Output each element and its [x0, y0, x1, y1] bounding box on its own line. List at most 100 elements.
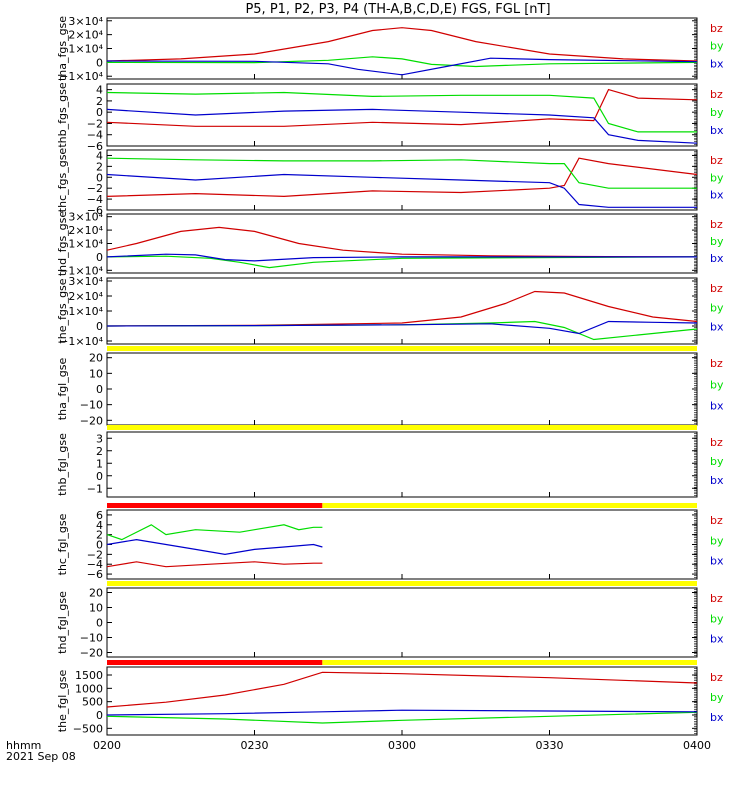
y-tick-label: 1500 [75, 669, 103, 682]
y-tick-label: −1×10⁴ [59, 335, 103, 348]
y-tick-label: 2×10⁴ [68, 29, 103, 42]
y-tick-label: −2 [87, 182, 103, 195]
y-tick-label: 0 [96, 617, 103, 630]
time-axis: 0200 0230 0300 0330 0400 [93, 739, 711, 752]
panel-frame [106, 352, 698, 426]
panel-frame [106, 213, 698, 274]
series-bx [106, 538, 323, 556]
legend-bz: bz [710, 154, 723, 167]
series-bz [106, 290, 698, 327]
panel-frame [106, 431, 698, 498]
y-tick-label: 1 [96, 457, 103, 470]
series-bz [106, 226, 698, 258]
y-tick-label: 2 [96, 445, 103, 458]
y-tick-label: 2 [96, 529, 103, 542]
x-tick-label: 0330 [536, 739, 564, 752]
y-axis-label: thc_fgs_gse [56, 148, 69, 213]
y-tick-label: 2×10⁴ [68, 290, 103, 303]
legend-bz: bz [710, 357, 723, 370]
legend-bz: bz [710, 282, 723, 295]
y-tick-label: 0 [96, 171, 103, 184]
legend-bx: bx [710, 57, 724, 70]
legend-bx: bx [710, 321, 724, 334]
panel-thb_fgs_gse: 420−2−4−6 thb_fgs_gse bz by bx [56, 82, 724, 153]
y-tick-label: −6 [87, 568, 103, 581]
time-axis-label: hhmm [6, 739, 41, 752]
panel-tha_fgl_gse: 20 10 0 −10 −20 tha_fgl_gse bz by bx [56, 346, 724, 427]
y-tick-label: −1×10⁴ [59, 264, 103, 277]
legend-bx: bx [710, 124, 724, 137]
x-tick-label: 0230 [241, 739, 269, 752]
legend-by: by [710, 171, 724, 184]
y-tick-label: −2 [87, 117, 103, 130]
y-tick-label: 1×10⁴ [68, 43, 103, 56]
legend-by: by [710, 235, 724, 248]
series-bz [106, 671, 698, 708]
legend-by: by [710, 691, 724, 704]
plot-title: P5, P1, P2, P3, P4 (TH-A,B,C,D,E) FGS, F… [245, 2, 550, 17]
panel-thd_fgl_gse: 20 10 0 −10 −20 thd_fgl_gse bz by bx [56, 581, 724, 660]
y-axis-label: tha_fgs_gse [56, 16, 69, 81]
status-bar-yellow [107, 581, 697, 586]
y-axis-label: the_fgl_gse [56, 670, 69, 733]
series-by [106, 157, 697, 189]
y-tick-label: 4 [96, 519, 103, 532]
y-tick-label: 6 [96, 509, 103, 522]
y-tick-label: 2 [96, 95, 103, 108]
y-tick-label: −6 [87, 140, 103, 153]
y-axis-label: thc_fgl_gse [56, 513, 69, 575]
status-bar-red [107, 660, 323, 665]
legend-by: by [710, 378, 724, 391]
y-axis-label: thb_fgs_gse [56, 82, 69, 148]
y-axis-label: the_fgs_gse [56, 278, 69, 343]
y-tick-label: −6 [87, 204, 103, 217]
legend-bz: bz [710, 88, 723, 101]
status-bar-yellow [322, 660, 697, 665]
legend-bx: bx [710, 189, 724, 202]
series-by [106, 91, 697, 133]
panel-thc_fgs_gse: 420−2−4−6 thc_fgs_gse bz by bx [56, 148, 724, 217]
series-bx [106, 108, 698, 144]
y-tick-label: −4 [87, 193, 103, 206]
y-tick-label: 10 [89, 602, 103, 615]
series-bz [106, 561, 323, 568]
panel-frame [106, 587, 698, 658]
legend-bx: bx [710, 252, 724, 265]
y-axis-label: thd_fgl_gse [56, 591, 69, 654]
panel-frame [106, 666, 698, 736]
date-label: 2021 Sep 08 [6, 750, 76, 763]
legend-by: by [710, 534, 724, 547]
legend-by: by [710, 40, 724, 53]
legend-bx: bx [710, 400, 724, 413]
series-bx [106, 173, 697, 208]
x-tick-label: 0400 [683, 739, 711, 752]
series-by [106, 255, 698, 269]
y-tick-label: 0 [96, 470, 103, 483]
legend-bz: bz [710, 436, 723, 449]
y-tick-label: −1 [87, 482, 103, 495]
y-tick-label: 0 [96, 251, 103, 264]
y-tick-label: 1000 [75, 682, 103, 695]
y-tick-label: 1×10⁴ [68, 238, 103, 251]
y-tick-label: −20 [80, 647, 103, 660]
legend-bx: bx [710, 711, 724, 724]
y-tick-label: 10 [89, 367, 103, 380]
y-tick-label: 1×10⁴ [68, 305, 103, 318]
y-tick-label: −10 [80, 632, 103, 645]
status-bar-red [107, 503, 323, 508]
y-axis-label: thd_fgs_gse [56, 211, 69, 277]
y-tick-label: −10 [80, 399, 103, 412]
legend-bx: bx [710, 555, 724, 568]
series-bx [106, 253, 697, 262]
series-by [106, 711, 698, 724]
y-tick-label: 20 [89, 587, 103, 600]
y-tick-label: 4 [96, 149, 103, 162]
status-bar-yellow [107, 425, 697, 430]
x-tick-label: 0300 [388, 739, 416, 752]
y-tick-label: 3×10⁴ [68, 275, 103, 288]
y-tick-label: 3×10⁴ [68, 211, 103, 224]
